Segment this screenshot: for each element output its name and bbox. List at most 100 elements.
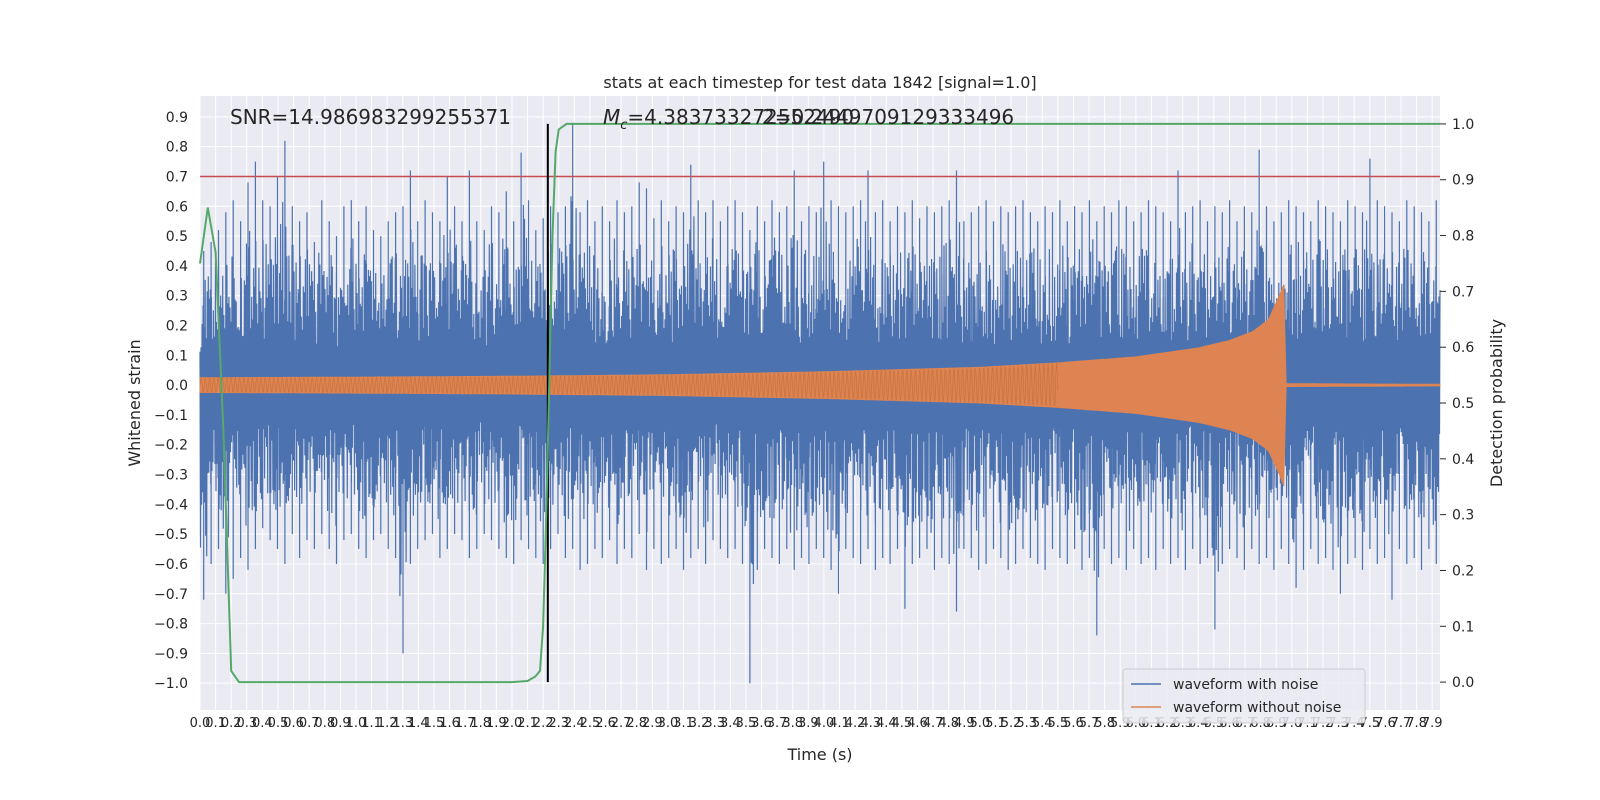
x-tick-label: 5.4 — [1032, 716, 1053, 731]
x-tick-label: 3.1 — [673, 716, 694, 731]
y-tick-label: 0.6 — [166, 199, 188, 215]
x-tick-label: 1.8 — [470, 716, 491, 731]
x-tick-label: 2.5 — [580, 716, 601, 731]
x-tick-label: 3.3 — [704, 716, 725, 731]
x-tick-label: 2.3 — [548, 716, 569, 731]
x-tick-label: 3.2 — [689, 716, 710, 731]
legend-box — [1122, 668, 1366, 724]
series-waveform-without-noise — [199, 284, 1441, 486]
x-tick-label: 3.6 — [751, 716, 772, 731]
y-tick-label: 0.5 — [166, 229, 188, 245]
y-tick-label: 0.3 — [166, 289, 188, 305]
x-tick-label: 5.5 — [1048, 716, 1069, 731]
x-tick-label: 4.8 — [938, 716, 959, 731]
y-tick-label: −1.0 — [154, 676, 188, 692]
x-tick-label: 1.9 — [486, 716, 507, 731]
y-axis-ticks: −1.0 −0.9 −0.8 −0.7 −0.6 −0.5 −0.4 −0.3 −0.2 −0.1… — [154, 110, 188, 692]
x-tick-label: 5.2 — [1001, 716, 1022, 731]
y-tick-label: 0.0 — [166, 378, 188, 394]
x-tick-label: 3.8 — [782, 716, 803, 731]
x-tick-label: 0.0 — [190, 716, 211, 731]
x-tick-label: 1.0 — [346, 716, 367, 731]
clean-waveform-oscillation — [199, 362, 1059, 407]
x-tick-label: 1.5 — [424, 716, 445, 731]
x-tick-label: 1.3 — [392, 716, 413, 731]
x-tick-label: 7.6 — [1375, 716, 1396, 731]
chirp-mass-annotation: Mc=4.383733272552490 — [603, 105, 854, 133]
y-tick-label: −0.4 — [154, 497, 188, 513]
x-tick-label: 2.4 — [564, 716, 585, 731]
x-tick-label: 0.4 — [252, 716, 273, 731]
y-tick-label: −0.3 — [154, 468, 188, 484]
x-tick-label: 4.5 — [892, 716, 913, 731]
y-tick-label: 0.8 — [166, 140, 188, 156]
chirp-mass-symbol: M — [603, 105, 620, 129]
x-tick-label: 1.7 — [455, 716, 476, 731]
x-tick-label: 2.2 — [533, 716, 554, 731]
x-tick-label: 7.9 — [1422, 716, 1443, 731]
y2-tick-label: 0.9 — [1452, 173, 1474, 189]
y-tick-label: 0.1 — [166, 348, 188, 364]
x-tick-label: 7.7 — [1391, 716, 1412, 731]
y-tick-label: −0.2 — [154, 438, 188, 454]
x-tick-label: 2.0 — [502, 716, 523, 731]
y2-tick-label: 1.0 — [1452, 117, 1474, 133]
chirp-mass-subscript: c — [620, 118, 627, 133]
x-tick-label: 0.9 — [330, 716, 351, 731]
x-tick-label: 5.0 — [970, 716, 991, 731]
y2-tick-label: 0.5 — [1452, 396, 1474, 412]
x-tick-label: 2.1 — [517, 716, 538, 731]
x-tick-label: 3.7 — [767, 716, 788, 731]
x-tick-label: 3.4 — [720, 716, 741, 731]
y2-tick-label: 0.7 — [1452, 284, 1474, 300]
x-tick-label: 3.9 — [798, 716, 819, 731]
y-tick-label: 0.7 — [166, 169, 188, 185]
x-tick-label: 2.9 — [642, 716, 663, 731]
mass-ratio-annotation: 2=0.2449709129333496 — [762, 105, 1014, 129]
x-tick-label: 4.7 — [923, 716, 944, 731]
x-tick-label: 4.9 — [954, 716, 975, 731]
x-tick-label: 4.1 — [829, 716, 850, 731]
y-tick-label: 0.4 — [166, 259, 188, 275]
series-detection-probability — [199, 122, 1440, 684]
chirp-mass-value: =4.383733272552490 — [627, 105, 854, 129]
series-layer — [199, 122, 1441, 684]
y2-tick-label: 0.1 — [1452, 619, 1474, 635]
y2-tick-label: 0.2 — [1452, 563, 1474, 579]
x-tick-label: 5.6 — [1063, 716, 1084, 731]
x-tick-label: 0.6 — [283, 716, 304, 731]
x-tick-label: 3.0 — [658, 716, 679, 731]
y-axis-label: Whitened strain — [125, 339, 144, 466]
x-tick-label: 5.8 — [1094, 716, 1115, 731]
x-tick-label: 0.7 — [299, 716, 320, 731]
x-tick-label: 1.1 — [361, 716, 382, 731]
legend-label-waveform-with-noise: waveform with noise — [1173, 677, 1318, 693]
x-tick-label: 7.8 — [1406, 716, 1427, 731]
x-tick-label: 1.4 — [408, 716, 429, 731]
legend: waveform with noise waveform without noi… — [1122, 668, 1366, 724]
x-tick-label: 0.2 — [221, 716, 242, 731]
x-tick-label: 0.8 — [314, 716, 335, 731]
x-tick-label: 4.0 — [814, 716, 835, 731]
x-tick-label: 3.5 — [736, 716, 757, 731]
y-tick-label: −0.5 — [154, 527, 188, 543]
chart-title: stats at each timestep for test data 184… — [603, 73, 1036, 92]
y-tick-label: 0.2 — [166, 319, 188, 335]
x-tick-label: 2.7 — [611, 716, 632, 731]
y2-tick-label: 0.8 — [1452, 229, 1474, 245]
y2-tick-label: 0.0 — [1452, 675, 1474, 691]
legend-label-waveform-without-noise: waveform without noise — [1173, 700, 1341, 716]
x-tick-label: 5.7 — [1079, 716, 1100, 731]
x-tick-label: 4.6 — [907, 716, 928, 731]
x-tick-label: 0.3 — [236, 716, 257, 731]
y-tick-label: −0.7 — [154, 587, 188, 603]
x-tick-label: 4.3 — [860, 716, 881, 731]
x-tick-label: 0.5 — [268, 716, 289, 731]
y2-tick-label: 0.6 — [1452, 340, 1474, 356]
snr-annotation: SNR=14.986983299255371 — [230, 105, 511, 129]
y2-axis-label: Detection probability — [1487, 319, 1506, 487]
x-tick-label: 4.2 — [845, 716, 866, 731]
x-axis-label: Time (s) — [786, 745, 852, 764]
x-tick-label: 0.1 — [205, 716, 226, 731]
